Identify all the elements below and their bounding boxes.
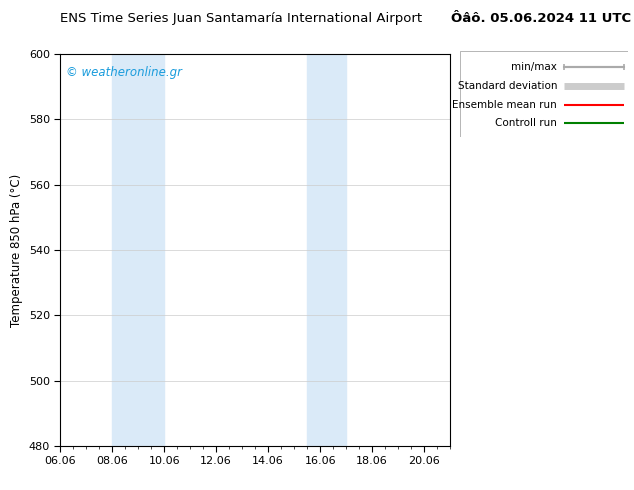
Text: Standard deviation: Standard deviation: [458, 81, 557, 91]
Y-axis label: Temperature 850 hPa (°C): Temperature 850 hPa (°C): [10, 173, 23, 326]
Text: min/max: min/max: [511, 62, 557, 72]
Text: Ôâô. 05.06.2024 11 UTC: Ôâô. 05.06.2024 11 UTC: [451, 12, 631, 25]
Bar: [112, 54, 164, 446]
Text: Ensemble mean run: Ensemble mean run: [452, 99, 557, 110]
Bar: [307, 54, 346, 446]
Text: Controll run: Controll run: [495, 119, 557, 128]
Text: © weatheronline.gr: © weatheronline.gr: [66, 66, 182, 79]
Text: ENS Time Series Juan Santamaría International Airport: ENS Time Series Juan Santamaría Internat…: [60, 12, 422, 25]
